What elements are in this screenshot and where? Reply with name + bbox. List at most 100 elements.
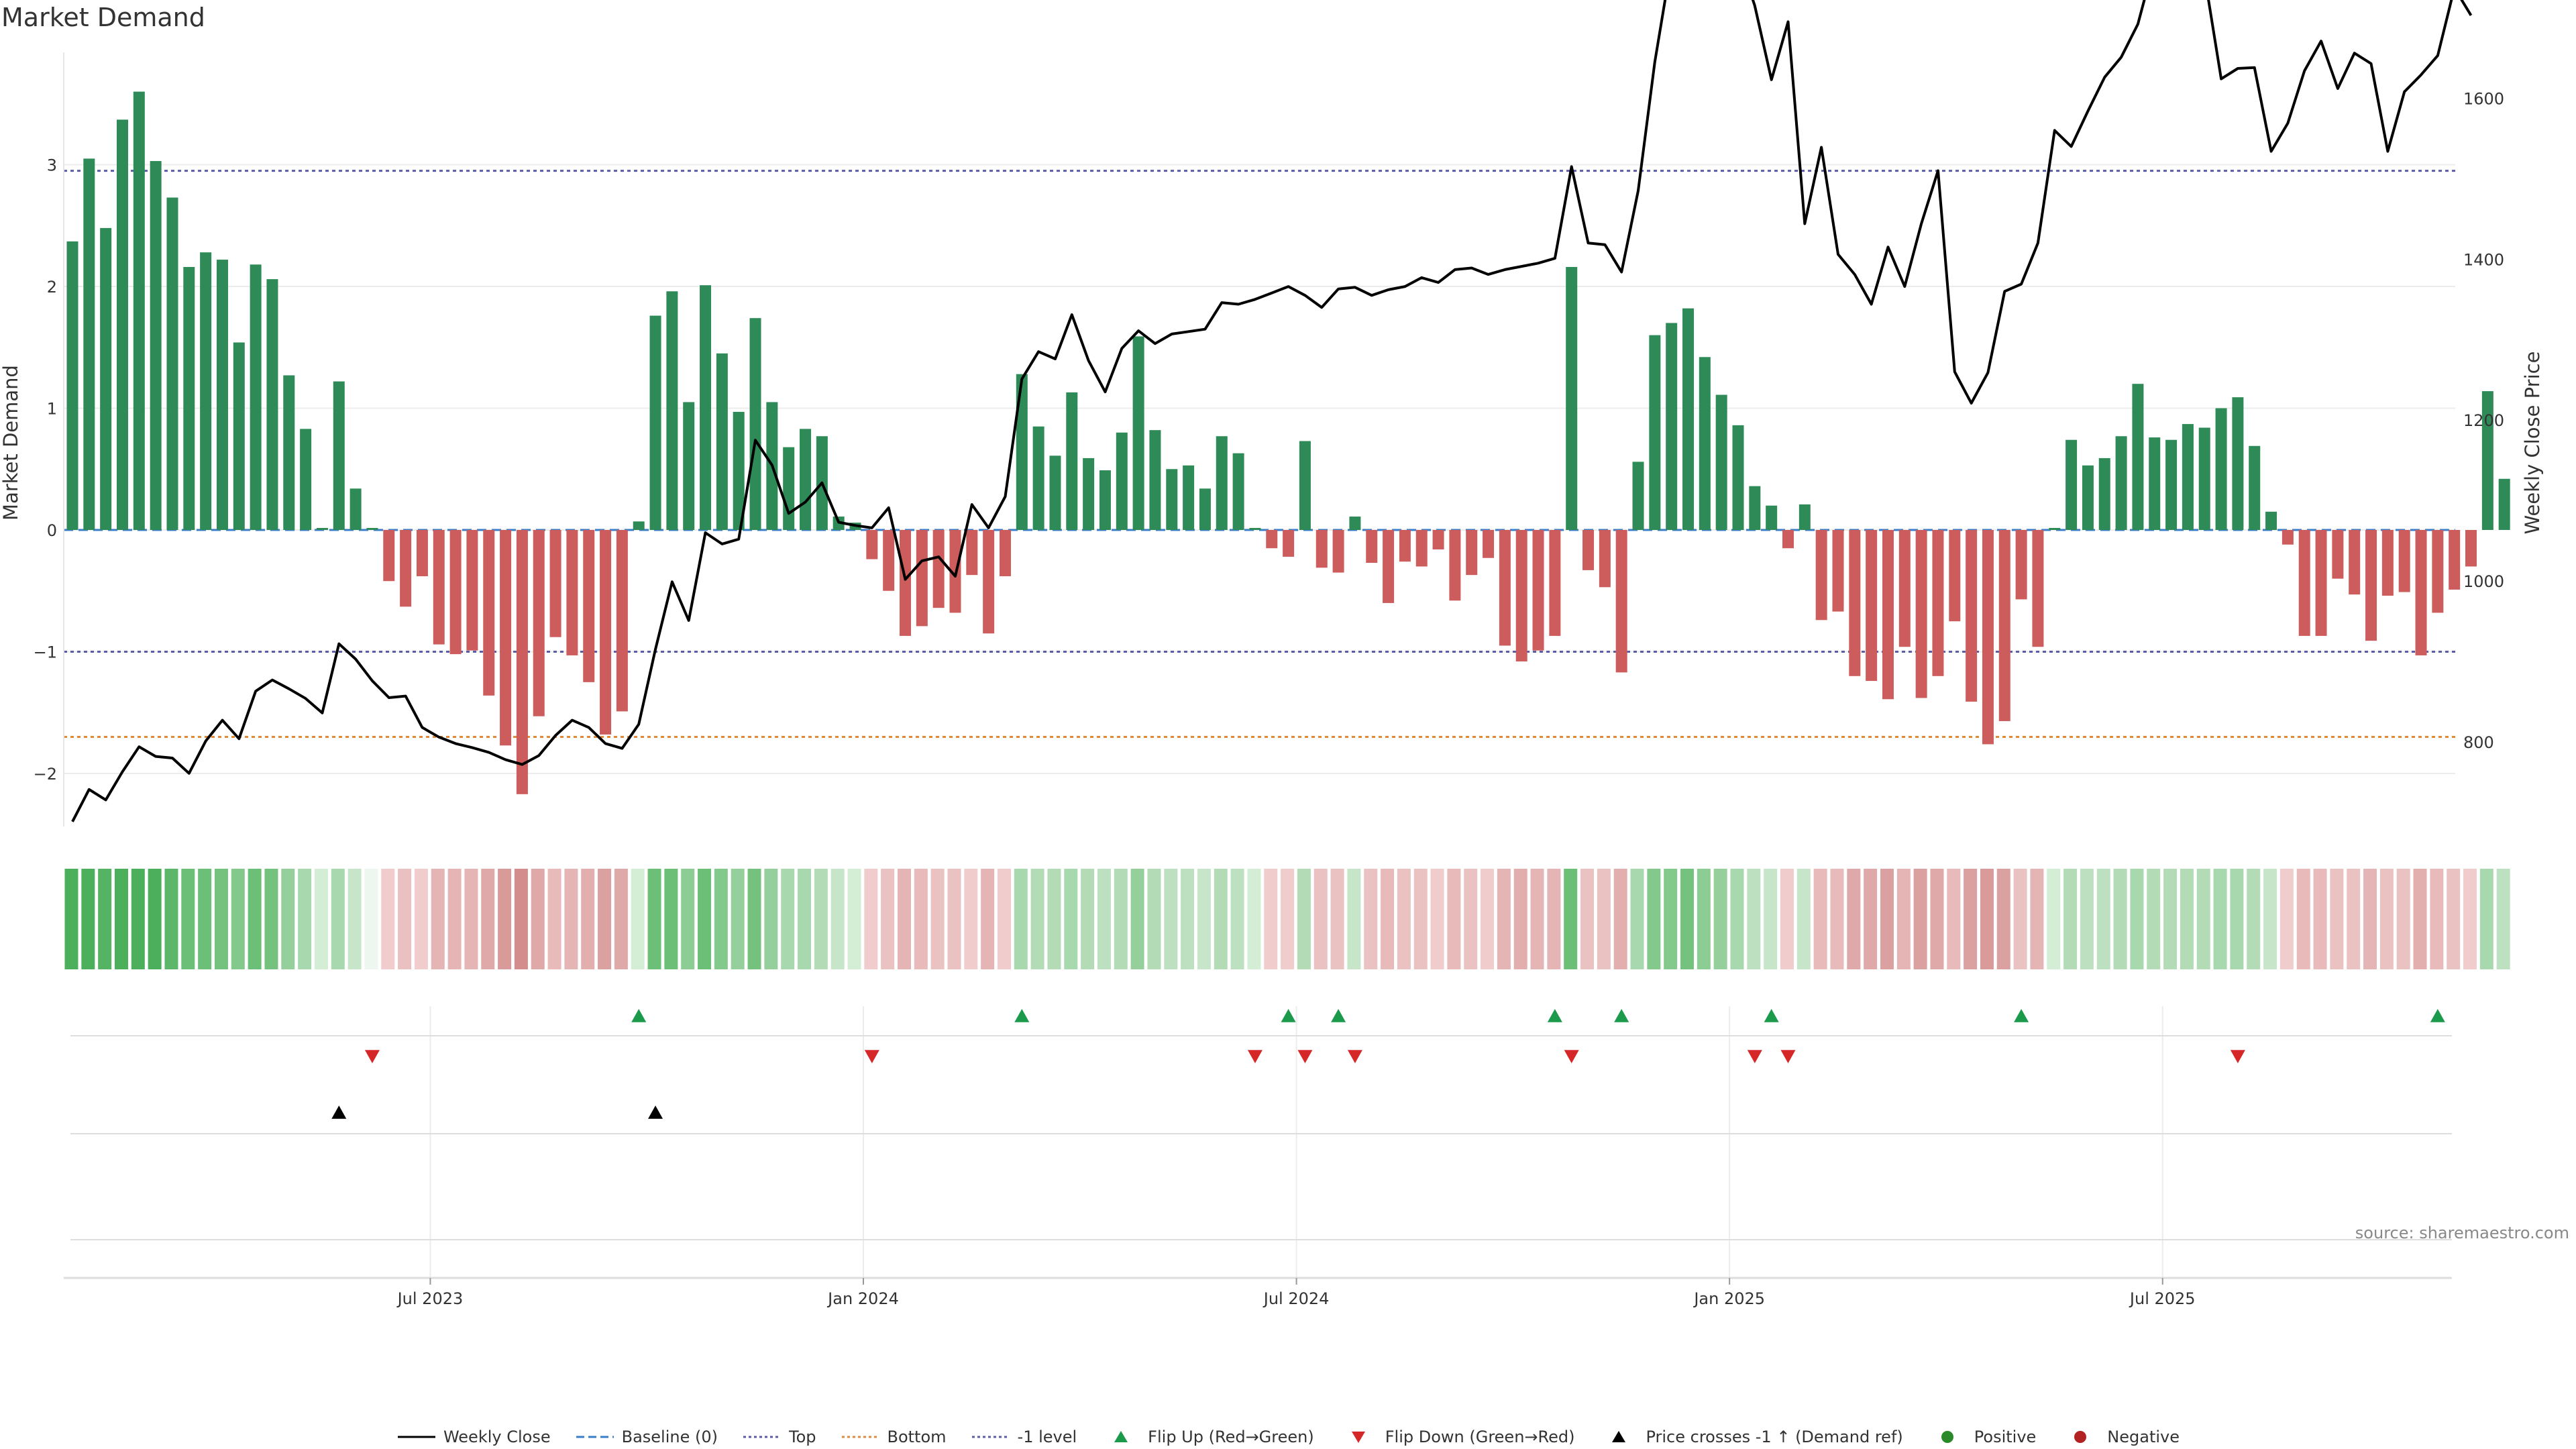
reference-lines <box>64 170 2455 739</box>
strip-cell <box>281 869 295 969</box>
strip-cell <box>231 869 245 969</box>
strip-cell <box>2463 869 2477 969</box>
strip-cell <box>1430 869 1444 969</box>
demand-bar <box>1266 530 1278 549</box>
demand-bar <box>2082 465 2094 530</box>
strip-cell <box>997 869 1011 969</box>
strip-cell <box>498 869 512 969</box>
demand-bar <box>133 91 145 531</box>
strip-cell <box>2163 869 2178 969</box>
strip-cell <box>1796 869 1811 969</box>
strip-cell <box>647 869 661 969</box>
legend-item: -1 level <box>971 1428 1077 1446</box>
demand-bar <box>1882 530 1894 700</box>
demand-bar <box>2215 408 2227 530</box>
flip-up-marker <box>1547 1009 1562 1022</box>
demand-bar <box>1299 441 1311 530</box>
strip-cell <box>1347 869 1361 969</box>
strip-cell <box>1896 869 1911 969</box>
flip-up-marker <box>1764 1009 1779 1022</box>
strip-cell <box>98 869 112 969</box>
demand-bar <box>533 530 545 716</box>
strip-cell <box>881 869 895 969</box>
right-tick-label: 1200 <box>2463 411 2504 430</box>
strip-cell <box>1064 869 1078 969</box>
demand-bar <box>2065 439 2078 530</box>
strip-cell <box>248 869 262 969</box>
legend-item: Bottom <box>841 1428 947 1446</box>
demand-bar <box>2165 439 2178 530</box>
demand-bar <box>1615 530 1627 673</box>
demand-bar <box>733 411 745 530</box>
demand-bar <box>233 342 245 530</box>
event-markers <box>70 1009 2452 1240</box>
legend-symbol <box>1101 1429 1141 1445</box>
demand-bar <box>1632 462 1644 530</box>
strip-cell <box>798 869 812 969</box>
strip-cell <box>781 869 795 969</box>
demand-bar <box>2349 530 2361 595</box>
demand-bar <box>2149 437 2161 530</box>
demand-bar <box>1199 488 1211 530</box>
demand-bar <box>1399 530 1411 562</box>
legend-symbol <box>1599 1429 1639 1445</box>
demand-bar <box>1466 530 1478 576</box>
demand-bar <box>1132 336 1144 530</box>
strip-cell <box>1980 869 1994 969</box>
left-axis-label: Market Demand <box>0 365 22 521</box>
demand-bar <box>1699 357 1711 530</box>
strip-cell <box>1580 869 1595 969</box>
strip-cell <box>2196 869 2210 969</box>
strip-cell <box>1381 869 1395 969</box>
strip-cell <box>1264 869 1278 969</box>
strip-cell <box>298 869 312 969</box>
strip-cell <box>1647 869 1661 969</box>
strip-cell <box>947 869 961 969</box>
flip-up-marker <box>1331 1009 1346 1022</box>
flip-down-marker <box>864 1050 879 1063</box>
strip-cell <box>1247 869 1261 969</box>
demand-bar <box>1499 530 1511 646</box>
demand-bar <box>2315 530 2327 636</box>
demand-bar <box>1849 530 1861 676</box>
strip-cell <box>1613 869 1627 969</box>
demand-bar <box>1116 432 1128 530</box>
demand-bar <box>1016 374 1028 530</box>
left-tick-label: −2 <box>34 765 57 784</box>
demand-bar <box>1216 436 1228 530</box>
strip-cell <box>2213 869 2227 969</box>
legend-symbol <box>575 1429 615 1445</box>
strip-cell <box>1497 869 1511 969</box>
strip-cell <box>2130 869 2144 969</box>
demand-bar <box>2449 530 2461 590</box>
demand-bar <box>1666 323 1678 530</box>
demand-bar <box>183 266 195 530</box>
strip-cell <box>864 869 878 969</box>
demand-bar <box>1766 505 1778 530</box>
strip-cell <box>1597 869 1611 969</box>
flip-down-marker <box>1780 1050 1796 1063</box>
demand-bar <box>1249 528 1261 530</box>
demand-bar <box>1383 530 1395 603</box>
strip-cell <box>447 869 462 969</box>
demand-bar <box>2198 427 2210 530</box>
right-tick-label: 1000 <box>2463 572 2504 591</box>
legend: Weekly Close Baseline (0) Top Bottom -1 leve… <box>0 1428 2576 1446</box>
strip-cell <box>681 869 695 969</box>
strip-cell <box>1047 869 1061 969</box>
strip-cell <box>2447 869 2461 969</box>
strip-cell <box>131 869 145 969</box>
strip-cell <box>1297 869 1311 969</box>
strip-cell <box>148 869 162 969</box>
demand-bar <box>283 375 295 530</box>
demand-bar <box>1532 530 1544 651</box>
strip-cell <box>2430 869 2444 969</box>
demand-bar <box>1649 335 1661 530</box>
strip-cell <box>1964 869 1978 969</box>
demand-bar <box>2232 397 2244 530</box>
strip-cell <box>464 869 478 969</box>
strip-cell <box>347 869 362 969</box>
demand-bar <box>1083 458 1095 530</box>
demand-bar <box>2249 445 2261 530</box>
